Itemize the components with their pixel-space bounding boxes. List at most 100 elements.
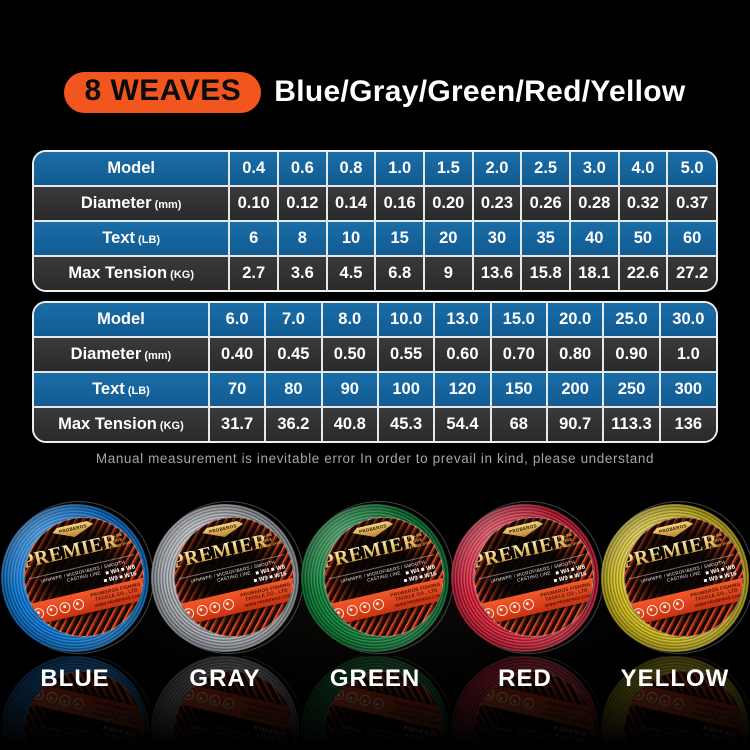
row-label: Diameter (mm) [34,185,230,221]
company-text: PROBEROS FISHING TACKLE CO., LTD WWW.PRO… [87,581,143,608]
spec-value: 0.90 [602,336,660,372]
spec-row: Max Tension (KG) 2.7 3.6 4.5 6.8 9 13.6 15.8 18.… [34,255,716,290]
spec-value: 70 [207,371,266,407]
spool-label-disc: PROBEROS PREMIER PE LINE 8 WEAVE FROM JA… [624,517,744,637]
contact-icon [58,600,72,614]
label-content: PROBEROS PREMIER PE LINE 8 WEAVE FROM JA… [325,517,443,636]
contact-icon [645,603,659,617]
spec-value: 6.0 [207,303,266,337]
contact-icon [71,597,85,611]
color-name: GRAY [189,665,261,692]
row-label: Diameter (mm) [34,336,209,372]
spec-value: 22.6 [617,255,668,290]
spec-value: 10 [325,220,376,256]
contact-icons [631,597,685,620]
spec-value: 15 [374,220,424,256]
spec-value: 36.2 [264,406,322,441]
spec-row: Text (LB) 6 8 10 15 20 30 35 40 50 60 [34,220,716,256]
contact-icon [508,600,522,614]
spec-value: 54.4 [433,406,491,441]
spec-value: 0.23 [471,185,522,221]
spec-value: 0.37 [666,185,716,221]
spec-value: 0.55 [376,336,435,372]
spec-value: 0.12 [277,185,327,221]
contact-icon [331,606,346,620]
spec-row: Max Tension (KG) 31.7 36.2 40.8 45.3 54.4 68 90… [34,406,716,441]
spec-value: 30 [471,220,522,256]
spec-value: 27.2 [666,255,716,290]
spec-value: 0.70 [489,336,547,372]
contact-icons [481,597,535,620]
spec-row: Diameter (mm) 0.10 0.12 0.14 0.16 0.20 0.23 0.2… [34,185,716,221]
contact-icons [31,597,85,620]
row-label: Model [34,152,230,186]
contact-icon [208,600,222,614]
spec-value: 8.0 [320,303,378,337]
spec-value: 100 [376,371,435,407]
spec-value: 40.8 [320,406,378,441]
spec-value: 8 [277,220,327,256]
spec-value: 0.8 [325,152,376,186]
spec-value: 68 [489,406,547,441]
spec-value: 0.50 [320,336,378,372]
row-label: Max Tension (KG) [34,406,209,441]
color-name: YELLOW [620,665,730,692]
spec-value: 0.20 [422,185,473,221]
spec-value: 0.32 [617,185,668,221]
spec-value: 0.40 [207,336,266,372]
line-spool-photo: PROBEROS PREMIER PE LINE 8 WEAVE FROM JA… [601,501,750,654]
spec-value: 10.0 [376,303,435,337]
color-name: RED [498,665,552,692]
spec-value: 4.5 [325,255,376,290]
spec-value: 6 [228,220,279,256]
company-text: PROBEROS FISHING TACKLE CO., LTD WWW.PRO… [237,581,293,608]
spec-value: 0.14 [325,185,376,221]
spool-row: PROBEROS PREMIER PE LINE 8 WEAVE FROM JA… [0,488,750,750]
spool-green: PROBEROS PREMIER PE LINE 8 WEAVE FROM JA… [300,488,454,750]
spec-value: 0.80 [545,336,604,372]
spec-value: 136 [658,406,716,441]
spec-value: 45.3 [376,406,435,441]
spec-value: 60 [666,220,716,256]
spec-value: 20.0 [545,303,604,337]
row-label: Text (LB) [34,371,209,407]
spec-value: 90 [320,371,378,407]
spool-blue: PROBEROS PREMIER PE LINE 8 WEAVE FROM JA… [0,488,154,750]
company-text: PROBEROS FISHING TACKLE CO., LTD WWW.PRO… [387,581,443,608]
label-content: PROBEROS PREMIER PE LINE 8 WEAVE FROM JA… [475,517,593,636]
spec-value: 0.16 [374,185,424,221]
spool-label-disc: PROBEROS PREMIER PE LINE 8 WEAVE FROM JA… [24,517,144,637]
label-content: PROBEROS PREMIER PE LINE 8 WEAVE FROM JA… [175,517,293,636]
spec-row: Diameter (mm) 0.40 0.45 0.50 0.55 0.60 0.70 0.8… [34,336,716,372]
spool-red: PROBEROS PREMIER PE LINE 8 WEAVE FROM JA… [450,488,604,750]
spec-value: 120 [433,371,491,407]
spec-table-card-2: Model 6.0 7.0 8.0 10.0 13.0 15.0 20.0 25.0 30.0 Di… [32,301,718,443]
spec-value: 113.3 [602,406,660,441]
contact-icon [658,600,672,614]
spool-yellow: PROBEROS PREMIER PE LINE 8 WEAVE FROM JA… [600,488,750,750]
spec-value: 31.7 [207,406,266,441]
spec-value: 1.5 [422,152,473,186]
spec-table-1: Model 0.4 0.6 0.8 1.0 1.5 2.0 2.5 3.0 4.0 5.0 Diame… [34,152,716,290]
color-name: GREEN [329,665,421,692]
spec-value: 0.10 [228,185,279,221]
spec-value: 13.6 [471,255,522,290]
spec-value: 90.7 [545,406,604,441]
contact-icon [45,603,59,617]
contact-icon [221,597,235,611]
spec-table-card-1: Model 0.4 0.6 0.8 1.0 1.5 2.0 2.5 3.0 4.0 5.0 Diame… [32,150,718,292]
spec-value: 300 [658,371,716,407]
line-spool-photo: PROBEROS PREMIER PE LINE 8 WEAVE FROM JA… [151,501,304,654]
company-text: PROBEROS FISHING TACKLE CO., LTD WWW.PRO… [537,581,593,608]
contact-icon [358,600,372,614]
spec-value: 250 [602,371,660,407]
spec-value: 200 [545,371,604,407]
spec-value: 18.1 [568,255,619,290]
spec-value: 0.26 [520,185,570,221]
spec-table-2: Model 6.0 7.0 8.0 10.0 13.0 15.0 20.0 25.0 30.0 Di… [34,303,716,441]
contact-icon [671,597,685,611]
spec-value: 15.8 [520,255,570,290]
spec-value: 35 [520,220,570,256]
line-spool-photo: PROBEROS PREMIER PE LINE 8 WEAVE FROM JA… [451,501,604,654]
